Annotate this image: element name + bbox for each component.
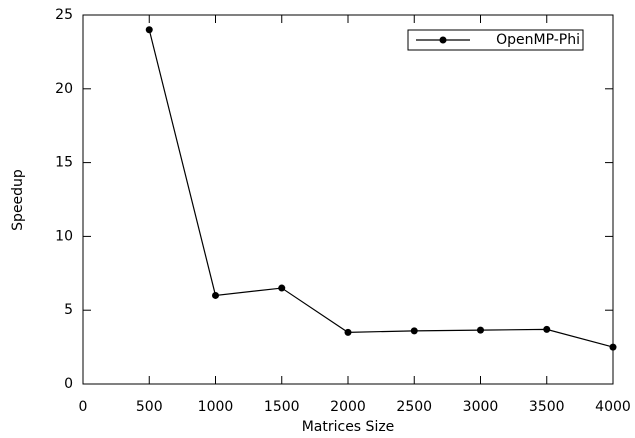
x-tick-label: 3500	[529, 399, 565, 415]
x-tick-label: 3000	[463, 399, 499, 415]
plot-frame	[82, 14, 614, 385]
y-tick-label: 20	[55, 81, 73, 97]
y-axis-label: Speedup	[10, 169, 26, 231]
y-tick-label: 0	[64, 376, 73, 392]
x-axis-label: Matrices Size	[302, 419, 395, 435]
legend-marker	[439, 36, 447, 44]
legend-label: OpenMP-Phi	[496, 32, 580, 48]
x-tick-label: 2000	[330, 399, 366, 415]
y-tick-label: 10	[55, 228, 73, 244]
data-point	[278, 284, 286, 292]
legend-box	[407, 29, 584, 51]
data-point	[410, 327, 418, 335]
x-tick-label: 4000	[595, 399, 631, 415]
data-point	[145, 26, 153, 34]
data-point	[344, 328, 352, 336]
data-point	[543, 325, 551, 333]
data-point	[477, 326, 484, 334]
x-tick-label: 1000	[198, 399, 234, 415]
x-tick-label: 0	[79, 399, 88, 415]
y-tick-label: 5	[64, 302, 73, 318]
x-tick-label: 1500	[264, 399, 300, 415]
data-point	[212, 291, 219, 299]
x-tick-label: 2500	[396, 399, 432, 415]
y-tick-label: 25	[55, 7, 73, 23]
x-tick-label: 500	[136, 399, 163, 415]
series-line	[148, 29, 614, 348]
data-point	[609, 343, 617, 351]
y-tick-label: 15	[55, 155, 73, 171]
